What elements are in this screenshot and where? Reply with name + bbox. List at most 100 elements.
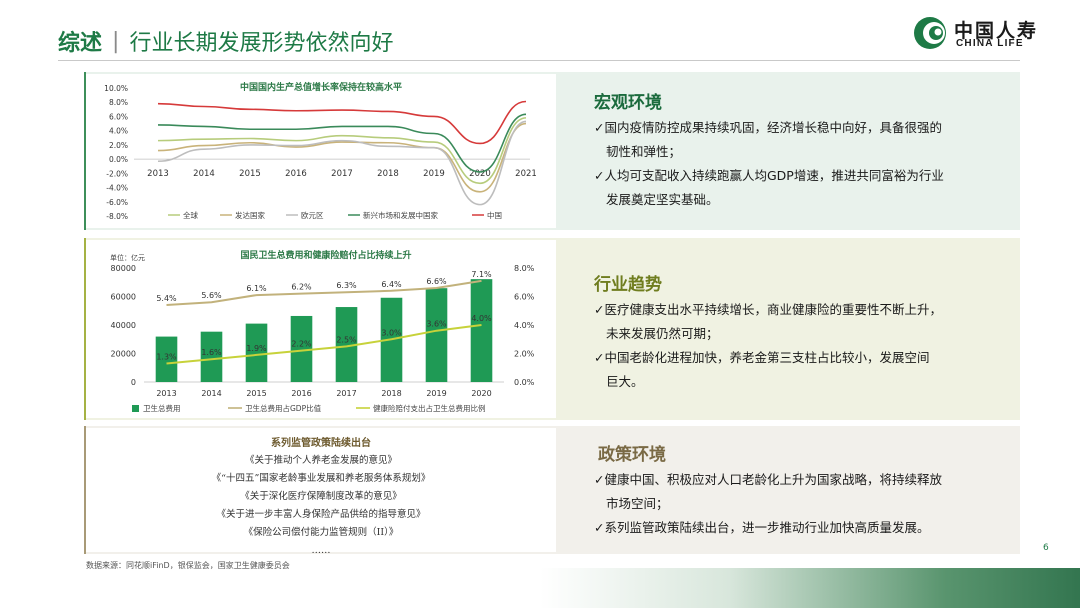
y-left-tick-label: 40000 [111,321,136,330]
legend-swatch [132,405,139,412]
bar-health-expenditure [335,307,358,382]
policy-item: 《关于推动个人养老金发展的意见》 [244,455,397,466]
y-tick-label: -4.0% [106,184,128,193]
industry-bullets: ✓医疗健康支出水平持续增长，商业健康险的重要性不断上升， 未来发展仍然可期； ✓… [594,298,994,394]
y-left-tick-label: 0 [131,378,136,387]
industry-bullet-line: 未来发展仍然可期； [606,326,719,341]
macro-bullet-line: 发展奠定坚实基础。 [606,192,719,207]
legend-label: 卫生总费用 [143,403,181,413]
data-label: 7.1% [471,270,492,279]
unit-label: 单位：亿元 [110,253,145,262]
policy-list-title: 系列监管政策陆续出台 [271,438,371,449]
series-line [166,279,482,307]
industry-title: 行业趋势 [594,275,662,295]
y-tick-label: 0.0% [109,155,128,164]
y-tick-label: 4.0% [109,127,128,136]
y-tick-label: -8.0% [106,212,128,221]
data-label: 6.2% [291,283,312,292]
legend-label: 卫生总费用占GDP比值 [245,403,322,413]
x-tick-label: 2015 [246,389,266,398]
data-label: 3.6% [426,320,447,329]
policy-bullet-line: ✓系列监管政策陆续出台，进一步推动行业加快高质量发展。 [594,520,930,535]
page-number: 6 [1043,543,1049,553]
x-tick-label: 2015 [239,169,261,179]
china-life-logo: 中国人寿 CHINA LIFE [912,14,1052,54]
y-right-tick-label: 0.0% [514,378,535,387]
macro-bullets: ✓国内疫情防控成果持续巩固，经济增长稳中向好，具备很强的 韧性和弹性； ✓人均可… [594,116,994,212]
data-label: 3.0% [381,328,402,337]
page-title: 综述 | 行业长期发展形势依然向好 [58,26,394,57]
health-expenditure-chart: 国民卫生总费用和健康险赔付占比持续上升 单位：亿元 80000 60000 40000 2… [110,249,535,413]
chart-title: 中国国内生产总值增长率保持在较高水平 [240,81,402,93]
logo-chinese-text: 中国人寿 [954,20,1039,42]
x-tick-label: 2020 [469,169,491,179]
series-line [157,122,527,193]
decorative-bottom-band [540,568,1080,608]
industry-bullet-line: ✓医疗健康支出水平持续增长，商业健康险的重要性不断上升， [594,302,942,317]
data-source-note: 数据来源：同花顺iFinD，银保监会，国家卫生健康委员会 [86,561,290,570]
industry-bullet-line: 巨大。 [606,374,644,389]
y-left-tick-label: 80000 [111,264,136,273]
y-right-tick-label: 6.0% [514,293,535,302]
x-tick-label: 2013 [156,389,176,398]
macro-bullet-line: 韧性和弹性； [606,144,682,159]
bar-health-expenditure [290,315,313,382]
x-tick-label: 2019 [426,389,446,398]
x-tick-label: 2016 [285,169,307,179]
y-tick-label: 10.0% [104,84,128,93]
x-tick-label: 2018 [377,169,399,179]
bar-health-expenditure [200,331,223,382]
x-tick-label: 2018 [381,389,401,398]
title-subtitle: 行业长期发展形势依然向好 [129,31,394,56]
data-label: 6.1% [246,284,267,293]
data-label: 5.6% [201,291,222,300]
chart-title: 国民卫生总费用和健康险赔付占比持续上升 [240,249,411,261]
data-label: 1.3% [156,352,177,361]
data-label: 6.6% [426,277,447,286]
x-tick-label: 2017 [336,389,356,398]
x-tick-label: 2016 [291,389,311,398]
policy-item: 《关于深化医疗保障制度改革的意见》 [240,491,402,502]
macro-bullet-line: ✓国内疫情防控成果持续巩固，经济增长稳中向好，具备很强的 [594,120,942,135]
data-label: 2.2% [291,340,312,349]
bar-health-expenditure [245,323,268,382]
policy-title: 政策环境 [598,445,666,465]
policy-bullets: ✓健康中国、积极应对人口老龄化上升为国家战略，将持续释放 市场空间； ✓系列监管… [594,468,994,540]
y-left-tick-label: 60000 [111,293,136,302]
x-tick-label: 2020 [471,389,491,398]
title-main: 综述 [58,31,103,56]
y-tick-label: -2.0% [106,169,128,178]
y-tick-label: 6.0% [109,112,128,121]
x-tick-label: 2014 [201,389,221,398]
industry-bullet-line: ✓中国老龄化进程加快，养老金第三支柱占比较小，发展空间 [594,350,930,365]
legend-label: 健康险赔付支出占卫生总费用比例 [373,403,486,413]
data-label: 6.3% [336,281,357,290]
data-label: 1.6% [201,348,222,357]
bar-health-expenditure [155,336,178,382]
series-line [157,120,527,206]
y-right-tick-label: 8.0% [514,264,535,273]
policy-bullet-line: 市场空间； [606,496,669,511]
legend-label: 全球 [183,210,198,220]
y-tick-label: 8.0% [109,98,128,107]
policy-item: …… [311,545,331,556]
gdp-growth-chart: 中国国内生产总值增长率保持在较高水平 10.0% 8.0% 6.0% 4.0% 2.0% 0… [104,81,537,221]
x-tick-label: 2019 [423,169,445,179]
title-separator: | [112,28,120,54]
logo-english-text: CHINA LIFE [956,38,1024,49]
policy-item: 《关于进一步丰富人身保险产品供给的指导意见》 [216,509,426,520]
y-left-tick-label: 20000 [111,350,136,359]
policy-bullet-line: ✓健康中国、积极应对人口老龄化上升为国家战略，将持续释放 [594,472,942,487]
y-tick-label: 2.0% [109,141,128,150]
series-line [166,324,482,365]
data-label: 1.9% [246,344,267,353]
y-right-tick-label: 4.0% [514,321,535,330]
policy-item: 《“十四五”国家老龄事业发展和养老服务体系规划》 [211,473,431,484]
bar-health-expenditure [425,288,448,382]
x-tick-label: 2021 [515,169,537,179]
x-tick-label: 2014 [193,169,215,179]
legend-label: 发达国家 [235,210,265,220]
china-life-emblem-icon [914,17,946,49]
macro-bullet-line: ✓人均可支配收入持续跑赢人均GDP增速，推进共同富裕为行业 [594,168,944,183]
